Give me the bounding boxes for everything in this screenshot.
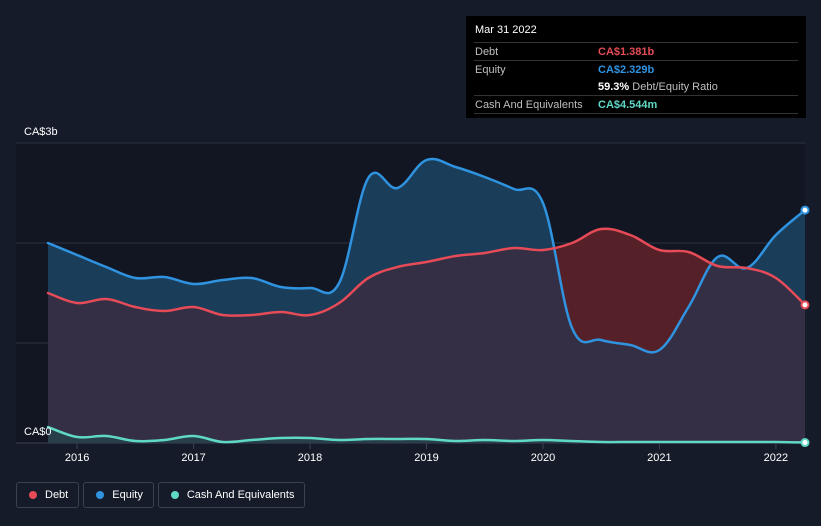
legend-dot-cash (170, 491, 179, 499)
cash-line (46, 425, 807, 444)
tooltip-date: Mar 31 2022 (475, 24, 537, 36)
x-tick-label: 2016 (65, 452, 89, 464)
series-endpoints (800, 205, 810, 448)
tooltip-equity-label: Equity (475, 63, 506, 76)
equity-line (46, 157, 807, 354)
tooltip-panel: Mar 31 2022 Debt CA$1.381b Equity CA$2.3… (466, 16, 806, 118)
tooltip-equity-value: CA$2.329b (598, 63, 655, 76)
legend-label-equity: Equity (112, 489, 143, 501)
tooltip-ratio-suffix: Debt/Equity Ratio (632, 80, 718, 93)
series-areas (48, 158, 805, 443)
legend-dot-equity (96, 491, 105, 499)
tooltip-cash-value: CA$4.544m (598, 98, 658, 111)
tooltip-row-debt: Debt CA$1.381b (474, 42, 798, 60)
y-axis-max-label: CA$3b (24, 126, 58, 138)
tooltip-debt-value: CA$1.381b (598, 45, 655, 58)
x-tick-label: 2018 (298, 452, 322, 464)
x-tick-label: 2017 (181, 452, 205, 464)
series-lines (46, 157, 807, 444)
tooltip-debt-label: Debt (475, 45, 499, 58)
legend-item-debt[interactable]: Debt (16, 482, 80, 508)
legend-label-cash: Cash And Equivalents (186, 489, 295, 501)
legend-item-cash[interactable]: Cash And Equivalents (157, 482, 306, 508)
legend-label-debt: Debt (45, 489, 69, 501)
tooltip-ratio-number: 59.3% (598, 80, 630, 93)
debt-line (46, 227, 807, 318)
x-tick-label: 2019 (414, 452, 438, 464)
debt-endpoint (800, 300, 810, 310)
tooltip-row-cash: Cash And Equivalents CA$4.544m (474, 95, 798, 114)
x-tick-label: 2021 (647, 452, 671, 464)
tooltip-row-ratio: 59.3% Debt/Equity Ratio (474, 78, 798, 95)
tooltip-row-equity: Equity CA$2.329b (474, 60, 798, 78)
legend-item-equity[interactable]: Equity (83, 482, 154, 508)
x-tick-label: 2020 (531, 452, 555, 464)
tooltip-cash-label: Cash And Equivalents (475, 98, 583, 111)
legend-dot-debt (29, 491, 37, 499)
x-axis-ticks: 2016 2017 2018 2019 2020 2021 2022 (65, 443, 788, 464)
equity-endpoint (800, 205, 810, 215)
cash-endpoint (800, 438, 810, 448)
y-axis-min-label: CA$0 (24, 426, 52, 438)
tooltip-ratio-value: 59.3% Debt/Equity Ratio (598, 81, 718, 93)
chart-legend: Debt Equity Cash And Equivalents (16, 482, 306, 510)
x-tick-label: 2022 (764, 452, 788, 464)
